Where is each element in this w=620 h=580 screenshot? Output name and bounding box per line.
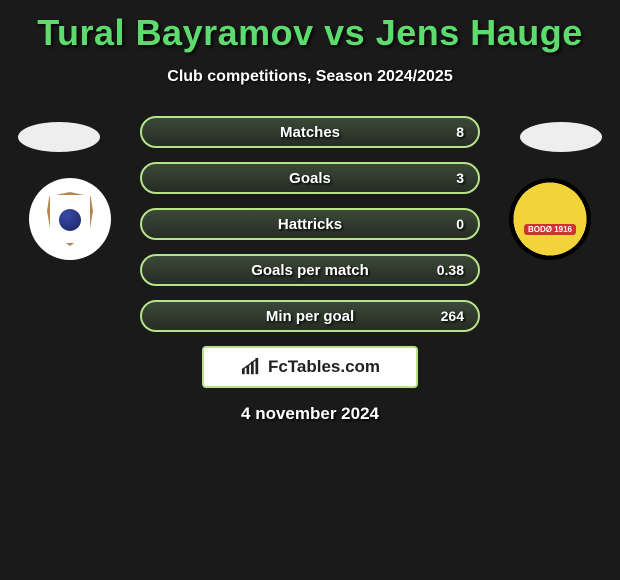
stat-label: Hattricks	[278, 216, 342, 233]
stat-row: Goals per match 0.38	[140, 254, 480, 286]
stat-value-right: 264	[441, 308, 464, 324]
bar-chart-icon	[240, 358, 262, 376]
stat-label: Min per goal	[266, 308, 354, 325]
stat-row: Hattricks 0	[140, 208, 480, 240]
stat-row: Min per goal 264	[140, 300, 480, 332]
stat-label: Goals	[289, 170, 331, 187]
club-badge-right: BODØ 1916	[509, 178, 591, 260]
club-badge-left	[29, 178, 111, 260]
qarabag-shield-icon	[29, 178, 111, 260]
stat-value-right: 0.38	[437, 262, 464, 278]
stat-label: Goals per match	[251, 262, 369, 279]
snapshot-date: 4 november 2024	[0, 404, 620, 424]
player-photo-left-placeholder	[18, 122, 100, 152]
page-subtitle: Club competitions, Season 2024/2025	[0, 68, 620, 86]
player-photo-right-placeholder	[520, 122, 602, 152]
comparison-panel: BODØ 1916 Matches 8 Goals 3 Hattricks 0 …	[0, 116, 620, 424]
bodo-badge-text: BODØ 1916	[524, 224, 576, 235]
brand-attribution: FcTables.com	[202, 346, 418, 388]
stat-value-right: 0	[456, 216, 464, 232]
stat-value-right: 8	[456, 124, 464, 140]
stat-label: Matches	[280, 124, 340, 141]
brand-name: FcTables.com	[268, 357, 380, 377]
bodo-glimt-badge-icon: BODØ 1916	[509, 178, 591, 260]
stat-row: Matches 8	[140, 116, 480, 148]
stats-list: Matches 8 Goals 3 Hattricks 0 Goals per …	[140, 116, 480, 332]
stat-row: Goals 3	[140, 162, 480, 194]
page-title: Tural Bayramov vs Jens Hauge	[0, 0, 620, 54]
stat-value-right: 3	[456, 170, 464, 186]
